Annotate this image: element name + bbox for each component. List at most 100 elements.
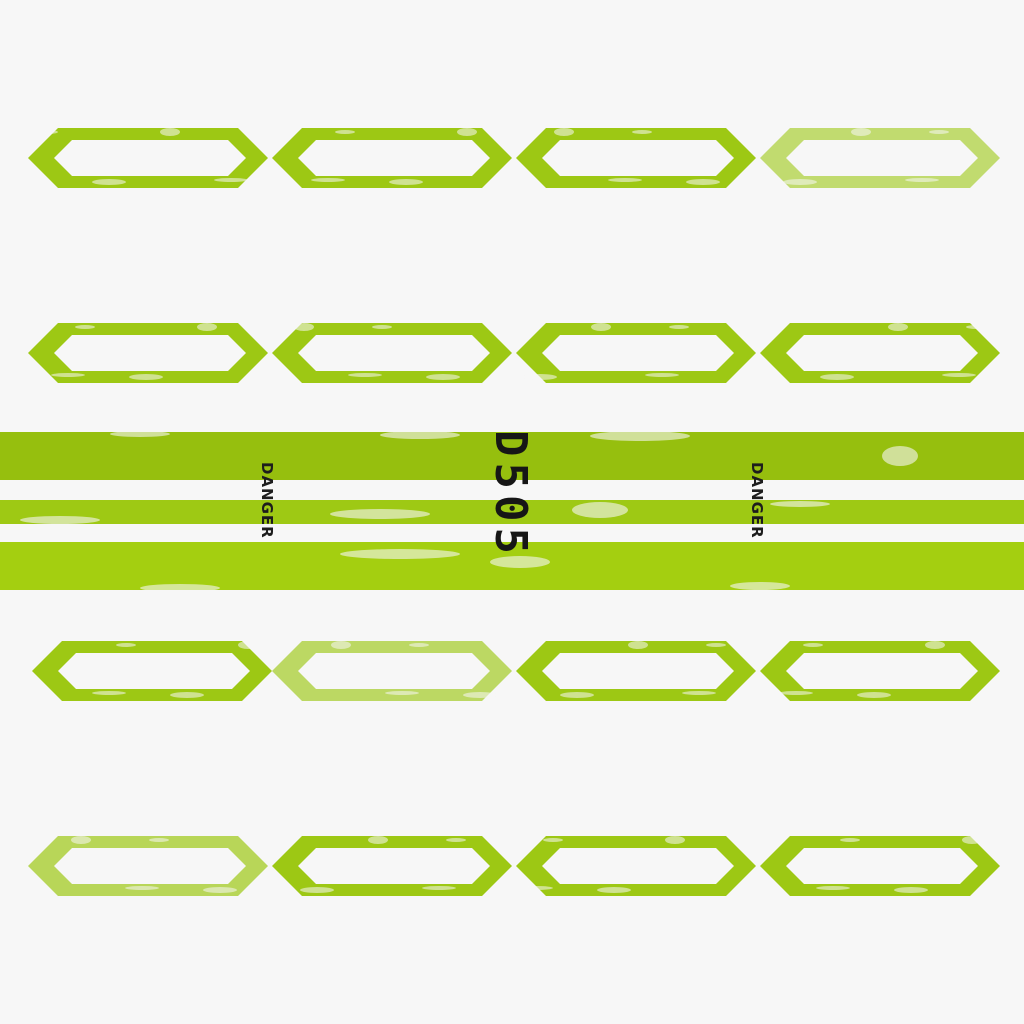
hex-frame-svg — [272, 641, 512, 701]
grunge-mark — [730, 582, 790, 590]
grunge-mark — [857, 692, 891, 698]
stripe-band-fill — [0, 432, 1024, 480]
hex-frame — [32, 641, 272, 701]
grunge-mark — [820, 374, 854, 380]
hex-frame-shape — [28, 323, 268, 383]
grunge-mark — [294, 323, 314, 331]
grunge-mark — [71, 836, 91, 844]
grunge-mark — [331, 641, 351, 649]
grunge-mark — [140, 584, 220, 590]
stripe-band-svg — [0, 542, 1024, 590]
grunge-mark — [966, 325, 986, 329]
grunge-mark — [572, 502, 628, 518]
grunge-mark — [340, 549, 460, 559]
hex-frame — [760, 323, 1000, 383]
grunge-mark — [214, 178, 248, 182]
grunge-mark — [519, 886, 553, 890]
hex-frame-shape — [272, 323, 512, 383]
hex-frame-svg — [272, 323, 512, 383]
grunge-mark — [597, 887, 631, 893]
hex-frame-shape — [28, 128, 268, 188]
hex-frame — [28, 836, 268, 896]
hex-frame-shape — [272, 836, 512, 896]
hex-frame-svg — [516, 836, 756, 896]
hex-frame-shape — [516, 836, 756, 896]
grunge-mark — [446, 838, 466, 842]
grunge-mark — [779, 691, 813, 695]
hex-row-3 — [0, 641, 1024, 701]
grunge-mark — [632, 130, 652, 134]
hex-frame — [28, 128, 268, 188]
danger-label-left: DANGER — [258, 462, 276, 539]
grunge-mark — [645, 373, 679, 377]
hex-frame-svg — [516, 641, 756, 701]
grunge-mark — [803, 643, 823, 647]
stripe-band-bottom — [0, 542, 1024, 590]
grunge-mark — [543, 838, 563, 842]
hex-frame-shape — [760, 641, 1000, 701]
grunge-mark — [372, 325, 392, 329]
hex-frame-shape — [760, 836, 1000, 896]
hex-frame-shape — [516, 641, 756, 701]
hex-frame-svg — [272, 836, 512, 896]
grunge-mark — [75, 325, 95, 329]
stripe-band-svg — [0, 432, 1024, 480]
hex-frame — [516, 128, 756, 188]
code-label: D505 — [485, 430, 536, 560]
hex-frame — [272, 128, 512, 188]
grunge-mark — [20, 516, 100, 524]
hex-frame-svg — [28, 836, 268, 896]
hex-frame-shape — [28, 836, 268, 896]
grunge-mark — [116, 643, 136, 647]
grunge-mark — [490, 556, 550, 568]
grunge-mark — [882, 446, 918, 466]
grunge-mark — [389, 179, 423, 185]
hex-frame — [516, 836, 756, 896]
grunge-mark — [170, 692, 204, 698]
grunge-mark — [894, 887, 928, 893]
grunge-mark — [669, 325, 689, 329]
grunge-mark — [238, 641, 258, 649]
grunge-mark — [409, 643, 429, 647]
hex-frame-svg — [28, 323, 268, 383]
stripe-band-middle — [0, 500, 1024, 524]
hex-frame-svg — [760, 836, 1000, 896]
grunge-mark — [888, 323, 908, 331]
grunge-mark — [925, 641, 945, 649]
grunge-mark — [905, 178, 939, 182]
grunge-mark — [840, 838, 860, 842]
hex-frame-svg — [28, 128, 268, 188]
grunge-mark — [197, 323, 217, 331]
hex-frame — [516, 323, 756, 383]
grunge-mark — [330, 509, 430, 519]
hex-frame — [28, 323, 268, 383]
grunge-mark — [523, 374, 557, 380]
hex-frame-shape — [32, 641, 272, 701]
stripe-band-svg — [0, 500, 1024, 524]
grunge-mark — [590, 432, 690, 441]
stripe-band-top — [0, 432, 1024, 480]
grunge-mark — [929, 130, 949, 134]
grunge-mark — [129, 374, 163, 380]
grunge-mark — [665, 836, 685, 844]
grunge-mark — [463, 692, 497, 698]
hex-frame — [272, 323, 512, 383]
hex-frame — [272, 641, 512, 701]
grunge-mark — [160, 128, 180, 136]
hex-frame — [760, 641, 1000, 701]
hex-row-1 — [0, 128, 1024, 188]
grunge-mark — [368, 836, 388, 844]
grunge-mark — [682, 691, 716, 695]
hex-frame-svg — [32, 641, 272, 701]
grunge-mark — [816, 886, 850, 890]
hex-frame-svg — [760, 641, 1000, 701]
hex-row-4 — [0, 836, 1024, 896]
grunge-mark — [300, 887, 334, 893]
grunge-mark — [380, 432, 460, 439]
hex-frame-shape — [760, 128, 1000, 188]
hex-frame-shape — [516, 323, 756, 383]
hex-frame — [272, 836, 512, 896]
grunge-mark — [348, 373, 382, 377]
grunge-mark — [335, 130, 355, 134]
hex-frame-svg — [760, 128, 1000, 188]
